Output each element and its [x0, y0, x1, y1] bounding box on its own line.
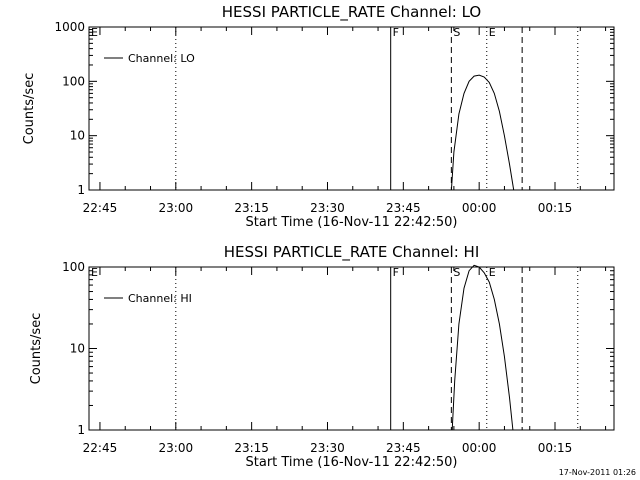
x-tick-label: 23:45 — [386, 201, 421, 215]
marker-label: E — [489, 26, 496, 39]
x-tick-label: 23:00 — [159, 441, 194, 455]
x-axis-label: Start Time (16-Nov-11 22:42:50) — [246, 455, 458, 470]
y-tick-label: 1 — [77, 183, 85, 197]
x-tick-label: 22:45 — [83, 441, 118, 455]
legend-entry: Channel: HI — [128, 292, 192, 305]
legend-entry: Channel: LO — [128, 52, 195, 65]
x-tick-label: 23:15 — [234, 201, 269, 215]
y-tick-label: 100 — [62, 260, 85, 274]
x-tick-label: 23:30 — [310, 201, 345, 215]
x-tick-label: 23:30 — [310, 441, 345, 455]
x-tick-label: 00:00 — [462, 201, 497, 215]
x-tick-label: 00:15 — [538, 201, 573, 215]
y-tick-label: 10 — [70, 129, 85, 143]
x-tick-label: 23:45 — [386, 441, 421, 455]
marker-label: E — [91, 266, 98, 279]
marker-label: F — [393, 26, 399, 39]
y-axis-label: Counts/sec — [29, 313, 44, 385]
x-tick-label: 22:45 — [83, 201, 118, 215]
x-tick-label: 00:15 — [538, 441, 573, 455]
y-tick-label: 1000 — [54, 20, 85, 34]
x-axis-label: Start Time (16-Nov-11 22:42:50) — [246, 215, 458, 230]
y-tick-label: 1 — [77, 423, 85, 437]
y-tick-label: 10 — [70, 342, 85, 356]
plot-frame — [88, 26, 615, 191]
x-tick-label: 00:00 — [462, 441, 497, 455]
x-tick-label: 23:00 — [159, 201, 194, 215]
x-tick-label: 23:15 — [234, 441, 269, 455]
chart-title: HESSI PARTICLE_RATE Channel: LO — [222, 3, 481, 22]
marker-label: S — [453, 26, 460, 39]
y-axis-label: Counts/sec — [22, 73, 37, 145]
footer-date: 17-Nov-2011 01:26 — [559, 468, 636, 477]
chart-title: HESSI PARTICLE_RATE Channel: HI — [224, 243, 480, 262]
marker-label: E — [91, 26, 98, 39]
marker-label: S — [453, 266, 460, 279]
y-tick-label: 100 — [62, 74, 85, 88]
series-line-hi — [451, 264, 514, 431]
series-line-lo — [450, 74, 515, 191]
marker-label: E — [489, 266, 496, 279]
marker-label: F — [393, 266, 399, 279]
